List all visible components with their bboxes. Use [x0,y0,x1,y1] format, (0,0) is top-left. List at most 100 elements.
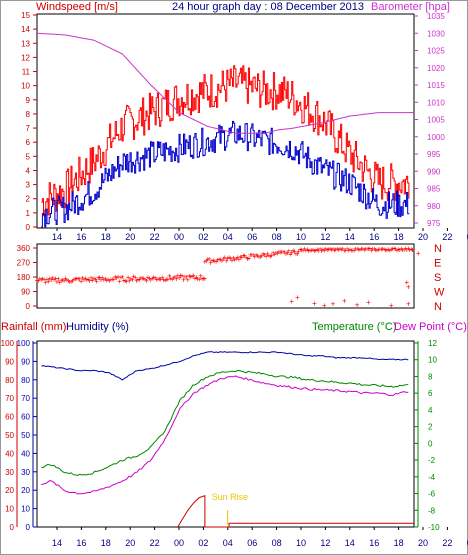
compass-label: N [434,301,442,313]
humidity-y-tick-label: 40 [21,449,30,458]
direction-point: + [343,246,348,255]
rain-y-tick-label: 60 [5,413,14,422]
direction-point: + [53,274,58,283]
direction-point: + [103,274,108,283]
direction-point: + [141,274,146,283]
direction-point: + [217,255,222,264]
humidity-y-tick-label: 60 [21,413,30,422]
wind-y-tick-label: 13 [21,39,30,48]
barometer-y-tick-label: 995 [427,150,441,159]
direction-point: + [319,246,324,255]
direction-point: + [191,271,196,280]
direction-point: + [389,245,394,254]
direction-point: + [304,246,309,255]
direction-point: + [153,274,158,283]
direction-point: + [342,246,347,255]
direction-point: + [144,276,149,285]
direction-point: + [185,275,190,284]
x-tick-label-bottom: 08 [272,538,282,548]
direction-point: + [83,274,88,283]
compass-label: E [434,258,441,270]
direction-point: + [139,274,144,283]
temperature-y-tick-label: -4 [428,473,436,482]
direction-point: + [353,245,358,254]
temperature-y-tick-label: 2 [428,423,433,432]
direction-point: + [129,275,134,284]
direction-point: + [278,248,283,257]
direction-point: + [119,273,124,282]
direction-point: + [238,252,243,261]
direction-point: + [80,274,85,283]
compass-label: W [434,287,445,299]
direction-point: + [143,275,148,284]
direction-point: + [309,246,314,255]
temperature-y-tick-label: -6 [428,490,436,499]
direction-point: + [272,250,277,259]
direction-point: + [52,275,57,284]
direction-point: + [221,254,226,263]
dewpoint-axis-label: Dew Point (°C) [394,321,467,333]
direction-point: + [288,250,293,259]
barometer-line [36,32,414,134]
direction-point: + [160,273,165,282]
direction-point: + [123,276,128,285]
humidity-y-tick-label: 30 [21,468,30,477]
direction-point: + [201,274,206,283]
direction-point: + [124,277,129,286]
direction-point: + [363,245,368,254]
x-tick-label-top: 14 [345,232,355,242]
direction-point: + [193,274,198,283]
x-tick-label-bottom: 14 [345,538,355,548]
direction-point: + [43,278,48,287]
direction-point: + [63,274,68,283]
direction-point: + [79,277,84,286]
direction-point: + [214,257,219,266]
wind-y-tick-label: 14 [21,25,30,34]
barometer-y-tick-label: 1010 [427,98,445,107]
direction-point: + [378,245,383,254]
wind-y-tick-label: 15 [21,11,30,20]
compass-label: N [434,243,442,255]
direction-point: + [65,275,70,284]
direction-point: + [106,275,111,284]
direction-point: + [322,246,327,255]
x-tick-label-bottom: 18 [394,538,404,548]
direction-point: + [331,245,336,254]
direction-point: + [97,273,102,282]
direction-point: + [39,275,44,284]
direction-point: + [177,274,182,283]
x-tick-label-top: 22 [442,232,452,242]
direction-point: + [356,245,361,254]
direction-point: + [178,271,183,280]
direction-point: + [168,274,173,283]
direction-point: + [117,277,122,286]
direction-point: + [360,245,365,254]
direction-point: + [312,299,317,308]
barometer-y-tick-label: 980 [427,202,441,211]
compass-label: S [434,272,441,284]
direction-point: + [336,245,341,254]
direction-point: + [190,272,195,281]
x-tick-label-top: 06 [247,232,257,242]
direction-point: + [49,275,54,284]
wind-y-tick-label: 12 [21,53,30,62]
direction-point: + [402,246,407,255]
direction-point: + [225,254,230,263]
direction-point: + [146,273,151,282]
direction-point: + [109,275,114,284]
direction-point: + [249,251,254,260]
direction-point: + [322,301,327,310]
x-tick-label-bottom: 02 [198,538,208,548]
direction-point: + [329,245,334,254]
direction-point: + [277,248,282,257]
rain-y-tick-label: 80 [5,376,14,385]
humidity-line [41,351,409,381]
direction-point: + [84,276,89,285]
direction-point: + [173,272,178,281]
direction-point: + [392,244,397,253]
direction-point: + [409,245,414,254]
direction-point: + [230,256,235,265]
direction-point: + [321,245,326,254]
direction-point: + [90,276,95,285]
x-tick-label-top: 12 [320,232,330,242]
